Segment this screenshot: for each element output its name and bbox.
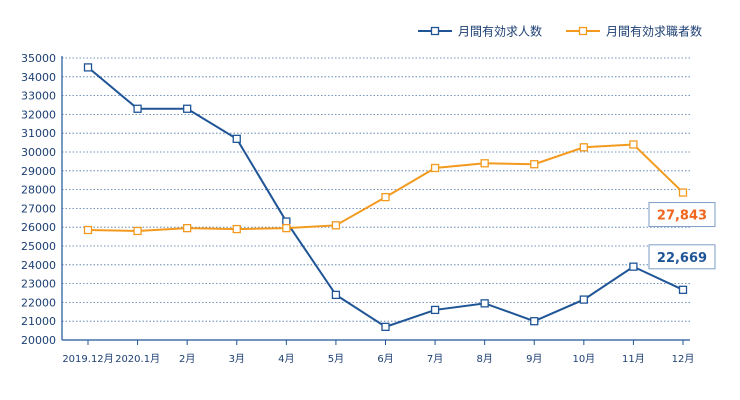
x-tick-label: 10月 <box>572 353 595 365</box>
data-point <box>430 163 440 173</box>
y-tick-label: 26000 <box>21 221 56 234</box>
data-point <box>83 225 93 235</box>
x-tick-label: 2月 <box>179 353 195 365</box>
data-point <box>381 192 390 202</box>
data-point <box>530 317 539 326</box>
callouts: 27,843 22,669 <box>648 202 716 270</box>
series-group <box>83 63 688 331</box>
callout-1: 22,669 <box>648 244 716 270</box>
y-tick-label: 29000 <box>21 165 56 178</box>
series-0 <box>83 63 688 331</box>
x-tick-label: 11月 <box>622 353 645 365</box>
y-tick-label: 21000 <box>21 315 56 328</box>
data-point <box>430 305 440 315</box>
x-axis: 2019.12月 2020.1月 2月 3月 4月 5月 6月 7月 8月 9月 10月 11月 12月 <box>62 339 695 365</box>
data-point <box>579 143 588 152</box>
data-point <box>678 285 688 294</box>
legend-label: 月間有効求人数 <box>458 24 542 39</box>
legend-label: 月間有効求職者数 <box>606 24 702 39</box>
data-point <box>232 134 241 143</box>
data-point <box>183 104 192 113</box>
x-tick-label: 7月 <box>427 353 443 365</box>
data-point <box>331 290 341 300</box>
y-tick-label: 27000 <box>21 202 56 215</box>
y-tick-label: 32000 <box>21 108 56 121</box>
callout-label: 27,843 <box>657 209 707 224</box>
y-tick-label: 25000 <box>21 240 56 253</box>
data-point <box>282 223 291 233</box>
x-tick-label: 2020.1月 <box>115 353 160 365</box>
data-point <box>381 322 390 331</box>
data-point <box>232 224 241 234</box>
data-point <box>183 223 192 233</box>
callout-box <box>648 244 716 270</box>
legend-item-0: 月間有効求人数 <box>418 24 542 39</box>
data-point <box>133 104 142 113</box>
data-point <box>133 226 142 236</box>
x-tick-label: 4月 <box>278 353 294 365</box>
x-tick-label: 9月 <box>526 353 542 365</box>
x-tick-label: 6月 <box>377 353 393 365</box>
legend: 月間有効求人数 月間有効求職者数 <box>418 24 702 39</box>
y-axis: 20000 21000 22000 23000 24000 25000 26000 27000… <box>21 52 63 347</box>
data-point <box>530 160 539 169</box>
y-tick-label: 22000 <box>21 296 56 309</box>
x-tick-label: 2019.12月 <box>62 353 113 365</box>
x-tick-label: 8月 <box>476 353 492 365</box>
series-line <box>87 143 684 232</box>
y-tick-label: 31000 <box>21 127 56 140</box>
x-tick-label: 5月 <box>328 353 344 365</box>
y-tick-label: 20000 <box>21 334 56 347</box>
legend-item-1: 月間有効求職者数 <box>566 24 702 39</box>
callout-label: 22,669 <box>657 251 707 266</box>
y-tick-label: 23000 <box>21 278 56 291</box>
y-tick-label: 35000 <box>21 52 56 65</box>
data-point <box>331 221 341 230</box>
y-tick-label: 28000 <box>21 184 56 197</box>
series-1 <box>83 140 688 236</box>
data-point <box>480 299 489 308</box>
data-point <box>579 295 588 304</box>
callout-0: 27,843 <box>648 202 716 228</box>
legend-marker <box>578 26 588 36</box>
data-point <box>678 188 688 197</box>
y-tick-label: 30000 <box>21 146 56 159</box>
x-tick-label: 12月 <box>672 353 695 365</box>
callout-box <box>648 202 716 228</box>
data-point <box>629 262 638 271</box>
y-tick-label: 34000 <box>21 71 56 84</box>
data-point <box>480 159 489 168</box>
x-tick-label: 3月 <box>229 353 245 365</box>
data-point <box>83 63 93 72</box>
y-tick-label: 33000 <box>21 90 56 103</box>
legend-marker <box>430 26 440 36</box>
data-point <box>629 140 638 149</box>
grid-lines <box>62 57 690 322</box>
y-tick-label: 24000 <box>21 259 56 272</box>
